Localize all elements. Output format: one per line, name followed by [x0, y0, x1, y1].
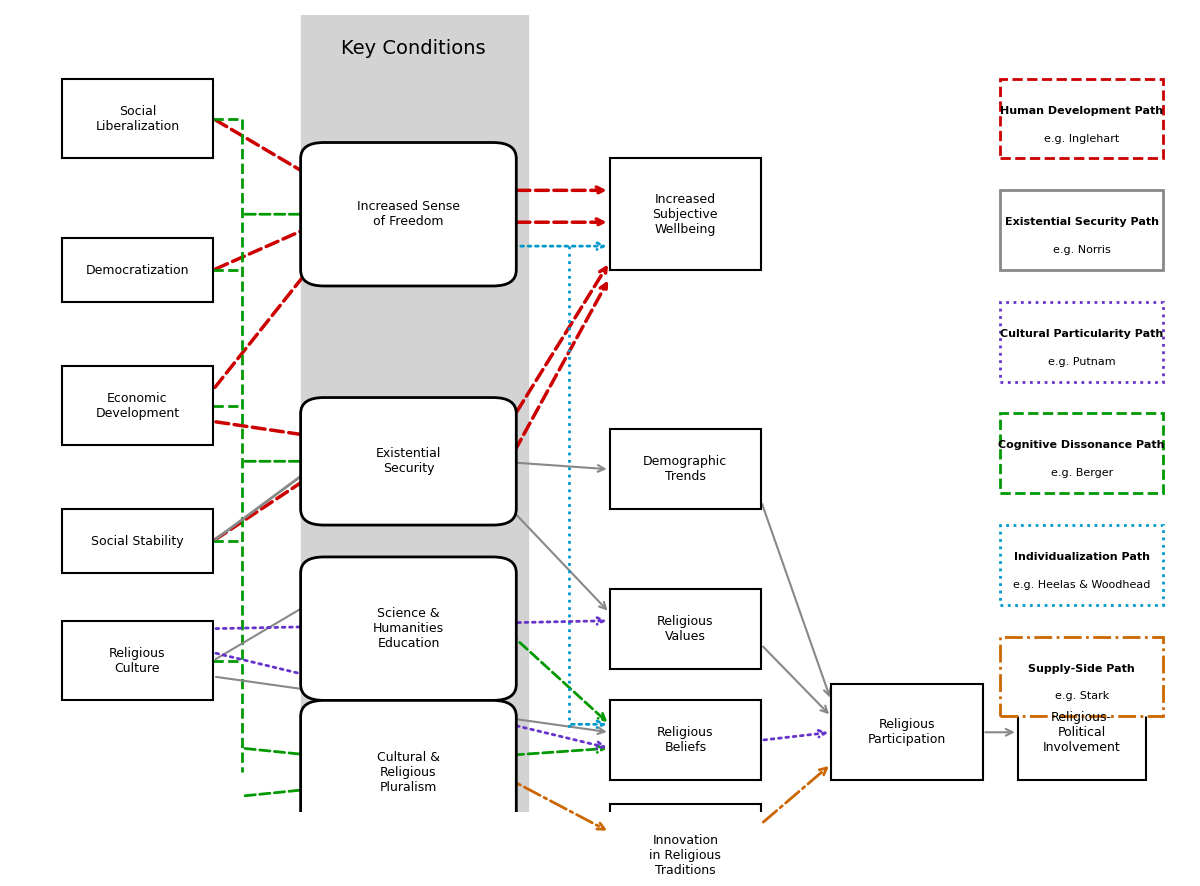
FancyBboxPatch shape — [1000, 525, 1163, 605]
Text: Existential Security Path: Existential Security Path — [1004, 217, 1159, 227]
FancyBboxPatch shape — [1000, 302, 1163, 382]
Text: Religious
Culture: Religious Culture — [109, 647, 166, 674]
FancyBboxPatch shape — [301, 557, 516, 701]
FancyBboxPatch shape — [610, 589, 761, 669]
FancyBboxPatch shape — [1000, 190, 1163, 270]
Text: Existential
Security: Existential Security — [376, 447, 442, 475]
FancyBboxPatch shape — [1018, 685, 1146, 780]
FancyBboxPatch shape — [832, 685, 983, 780]
Text: Religious
Values: Religious Values — [658, 615, 714, 642]
Text: Increased
Subjective
Wellbeing: Increased Subjective Wellbeing — [653, 193, 718, 236]
FancyBboxPatch shape — [61, 366, 214, 446]
Text: Individualization Path: Individualization Path — [1014, 552, 1150, 562]
Text: Social
Liberalization: Social Liberalization — [95, 105, 180, 133]
FancyBboxPatch shape — [1000, 79, 1163, 159]
Text: Human Development Path: Human Development Path — [1000, 105, 1163, 116]
Text: e.g. Norris: e.g. Norris — [1052, 245, 1110, 255]
FancyBboxPatch shape — [301, 701, 516, 843]
FancyBboxPatch shape — [610, 804, 761, 886]
FancyBboxPatch shape — [61, 238, 214, 302]
Text: e.g. Inglehart: e.g. Inglehart — [1044, 134, 1120, 144]
FancyBboxPatch shape — [301, 143, 516, 286]
Text: Democratization: Democratization — [85, 263, 190, 276]
FancyBboxPatch shape — [61, 509, 214, 573]
Text: Innovation
in Religious
Traditions: Innovation in Religious Traditions — [649, 835, 721, 877]
FancyBboxPatch shape — [610, 159, 761, 270]
FancyBboxPatch shape — [301, 398, 516, 525]
Text: Key Conditions: Key Conditions — [341, 39, 486, 58]
Text: e.g. Putnam: e.g. Putnam — [1048, 357, 1116, 367]
FancyBboxPatch shape — [1000, 637, 1163, 717]
Text: Social Stability: Social Stability — [91, 534, 184, 548]
Text: e.g. Berger: e.g. Berger — [1050, 469, 1112, 478]
FancyBboxPatch shape — [610, 701, 761, 780]
Text: Science &
Humanities
Education: Science & Humanities Education — [373, 607, 444, 650]
Text: Increased Sense
of Freedom: Increased Sense of Freedom — [356, 200, 460, 229]
FancyBboxPatch shape — [610, 430, 761, 509]
Text: Religious-
Political
Involvement: Religious- Political Involvement — [1043, 711, 1121, 754]
Text: Demographic
Trends: Demographic Trends — [643, 455, 727, 483]
Text: Religious
Beliefs: Religious Beliefs — [658, 727, 714, 754]
Text: Supply-Side Path: Supply-Side Path — [1028, 664, 1135, 673]
FancyBboxPatch shape — [1000, 414, 1163, 494]
FancyBboxPatch shape — [61, 79, 214, 159]
Text: Cultural &
Religious
Pluralism: Cultural & Religious Pluralism — [377, 750, 440, 794]
Text: e.g. Heelas & Woodhead: e.g. Heelas & Woodhead — [1013, 579, 1151, 590]
Text: Religious
Participation: Religious Participation — [868, 719, 946, 746]
Text: Cognitive Dissonance Path: Cognitive Dissonance Path — [998, 440, 1165, 450]
FancyBboxPatch shape — [61, 621, 214, 701]
Bar — [301, 15, 528, 886]
Text: Cultural Particularity Path: Cultural Particularity Path — [1000, 329, 1163, 338]
Text: e.g. Stark: e.g. Stark — [1055, 691, 1109, 702]
Text: Economic
Development: Economic Development — [95, 392, 180, 419]
